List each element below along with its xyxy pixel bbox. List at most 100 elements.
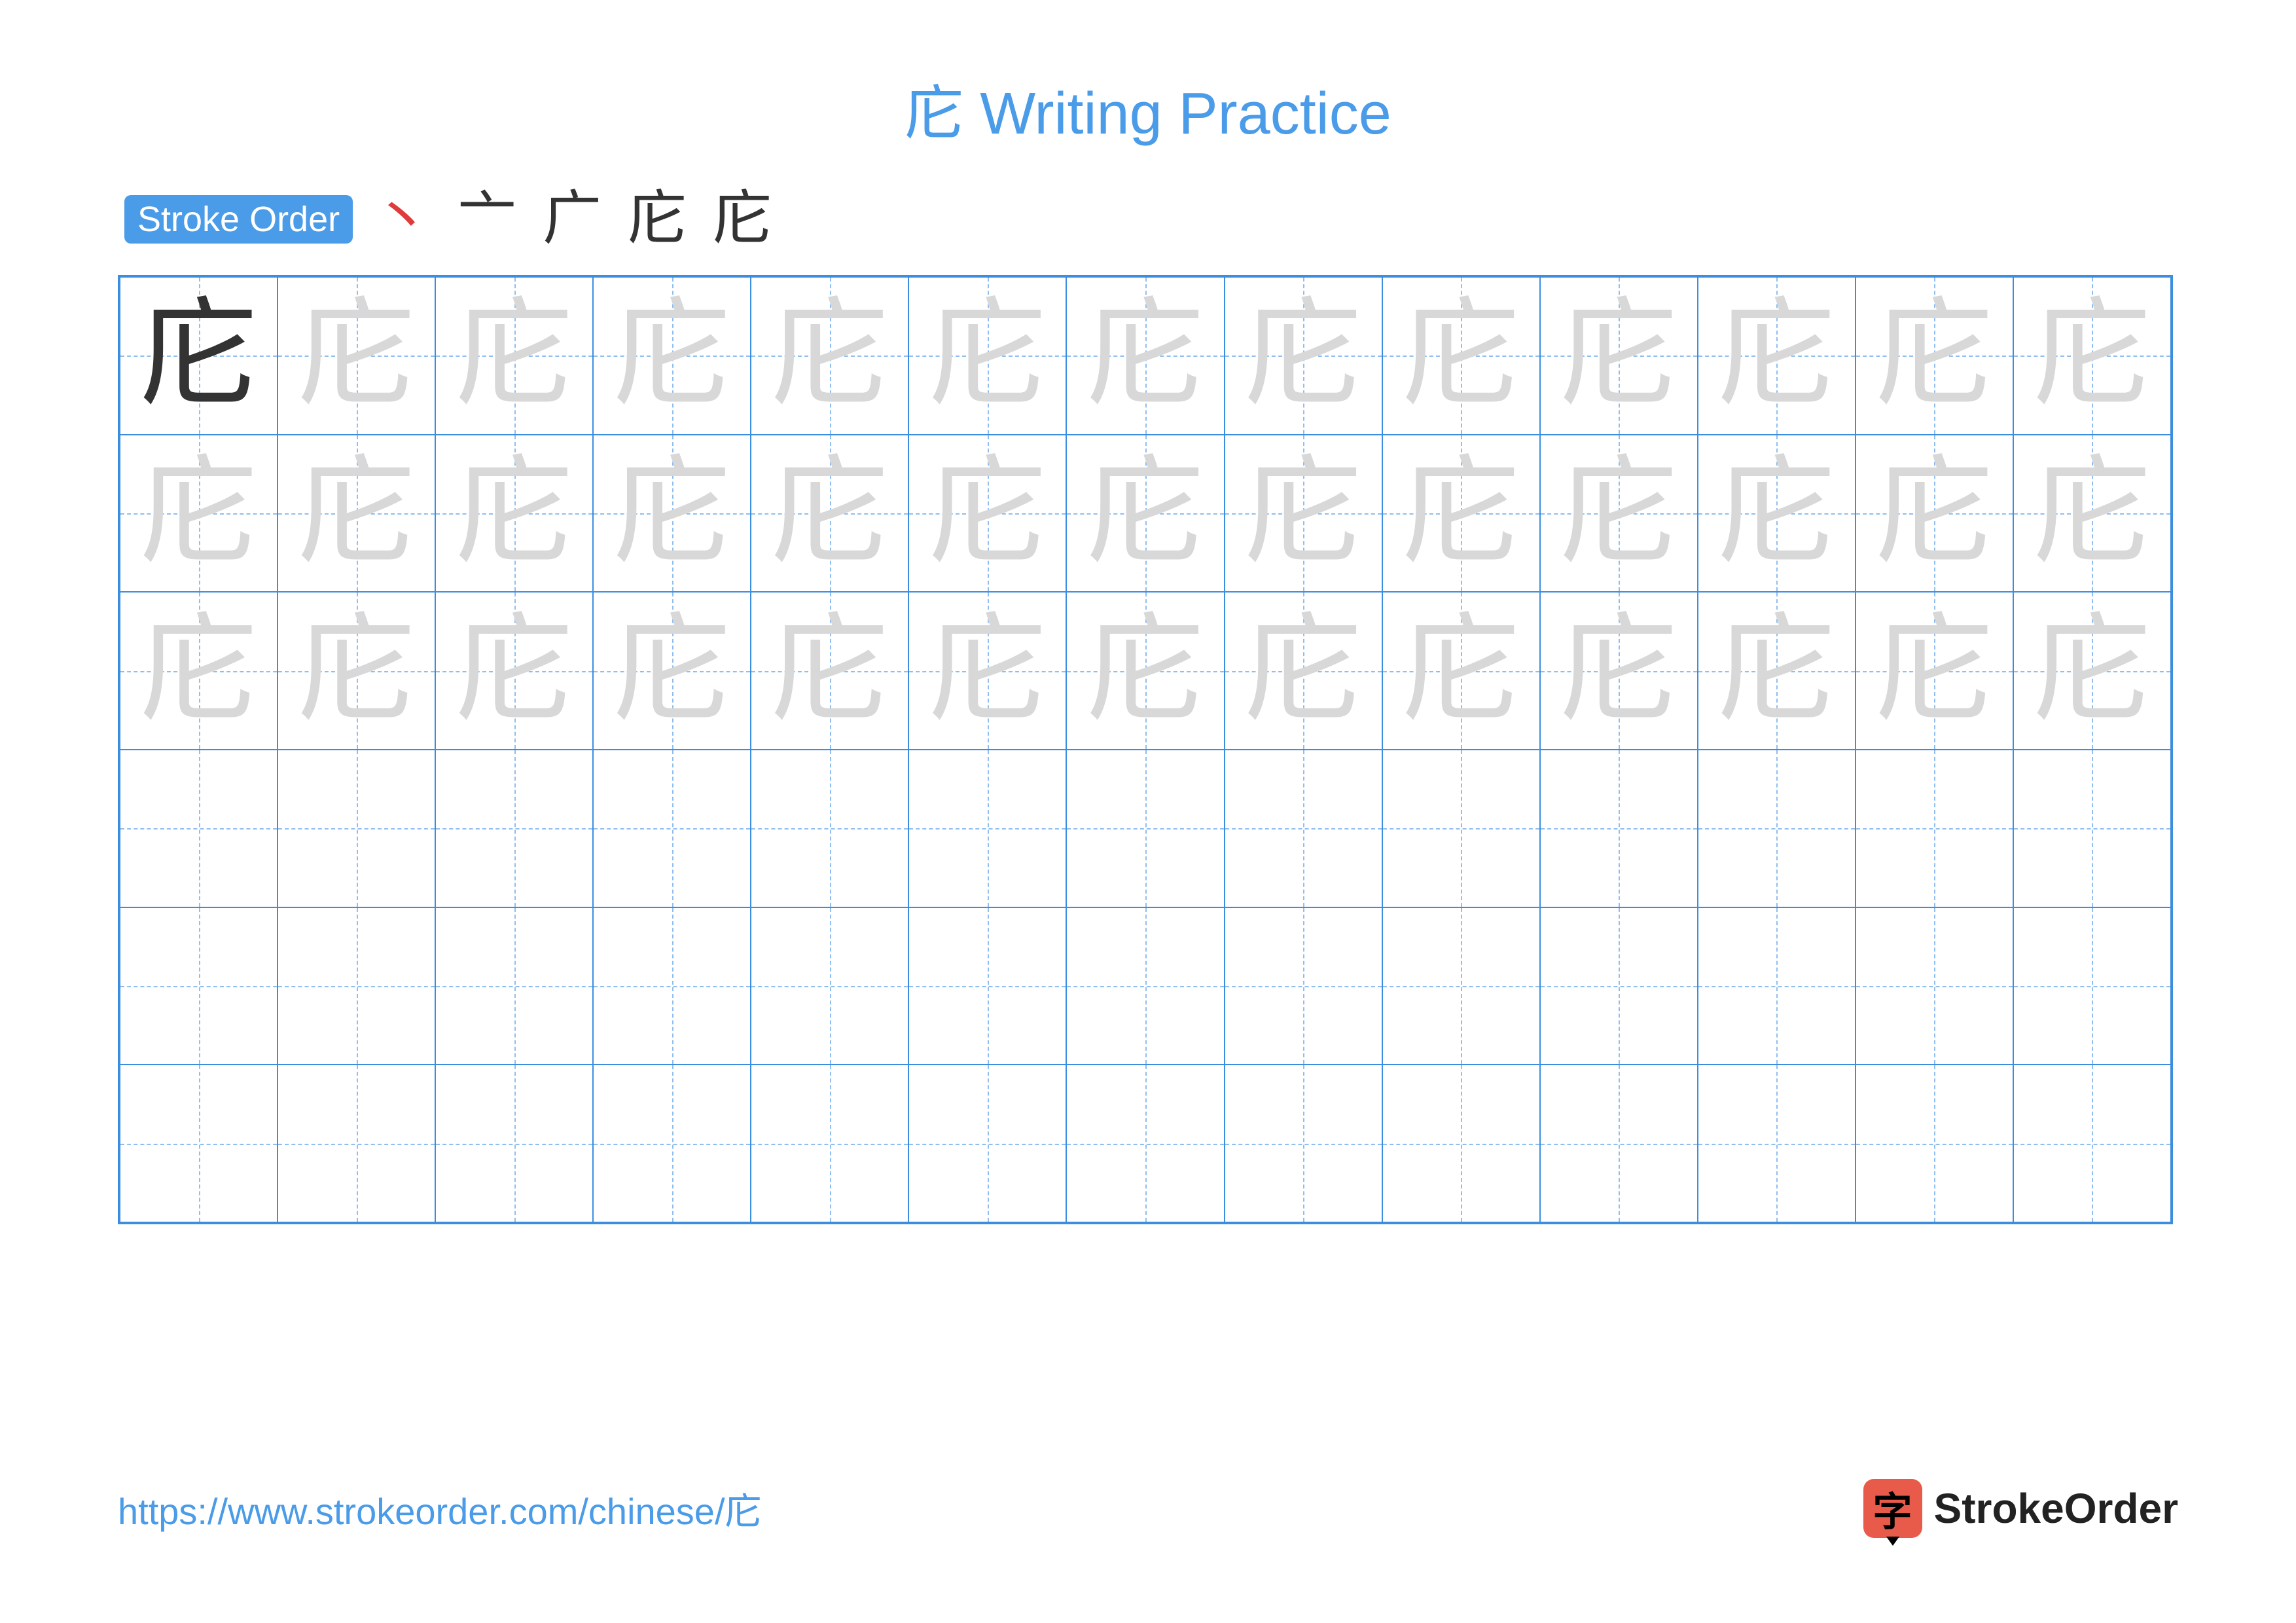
grid-cell: 庀 bbox=[435, 277, 593, 435]
stroke-step-5: 庀 bbox=[713, 190, 772, 249]
trace-character: 庀 bbox=[1086, 297, 1204, 414]
trace-character: 庀 bbox=[771, 454, 889, 572]
page-title: 庀 Writing Practice bbox=[118, 65, 2178, 151]
trace-character: 庀 bbox=[929, 454, 1047, 572]
trace-character: 庀 bbox=[929, 612, 1047, 730]
grid-cell bbox=[1540, 907, 1698, 1065]
logo-text: StrokeOrder bbox=[1934, 1484, 2178, 1533]
trace-character: 庀 bbox=[1875, 454, 1993, 572]
trace-character: 庀 bbox=[771, 612, 889, 730]
grid-cell bbox=[2013, 1065, 2171, 1222]
grid-cell bbox=[1856, 750, 2013, 907]
grid-cell: 庀 bbox=[120, 435, 278, 593]
grid-cell: 庀 bbox=[278, 277, 435, 435]
stroke-step-2: 亠 bbox=[457, 190, 516, 249]
grid-cell: 庀 bbox=[1698, 592, 1856, 750]
stroke-step-4: 庀 bbox=[628, 190, 687, 249]
grid-cell bbox=[435, 1065, 593, 1222]
trace-character: 庀 bbox=[298, 612, 416, 730]
grid-cell: 庀 bbox=[2013, 592, 2171, 750]
grid-cell: 庀 bbox=[1698, 277, 1856, 435]
trace-character: 庀 bbox=[1244, 454, 1362, 572]
grid-cell: 庀 bbox=[751, 435, 908, 593]
grid-cell bbox=[1066, 750, 1224, 907]
grid-cell bbox=[120, 750, 278, 907]
grid-cell bbox=[1698, 1065, 1856, 1222]
grid-cell bbox=[1540, 1065, 1698, 1222]
grid-cell bbox=[278, 1065, 435, 1222]
trace-character: 庀 bbox=[1875, 612, 1993, 730]
grid-cell bbox=[278, 907, 435, 1065]
trace-character: 庀 bbox=[1875, 297, 1993, 414]
main-character: 庀 bbox=[140, 297, 258, 414]
grid-cell bbox=[1382, 750, 1540, 907]
trace-character: 庀 bbox=[1560, 454, 1677, 572]
grid-cell: 庀 bbox=[120, 592, 278, 750]
trace-character: 庀 bbox=[613, 612, 731, 730]
grid-cell bbox=[1382, 1065, 1540, 1222]
trace-character: 庀 bbox=[613, 297, 731, 414]
trace-character: 庀 bbox=[2033, 454, 2151, 572]
grid-cell bbox=[120, 1065, 278, 1222]
trace-character: 庀 bbox=[456, 612, 573, 730]
grid-cell: 庀 bbox=[751, 277, 908, 435]
grid-cell: 庀 bbox=[1382, 277, 1540, 435]
trace-character: 庀 bbox=[140, 612, 258, 730]
trace-character: 庀 bbox=[1717, 297, 1835, 414]
grid-cell bbox=[1540, 750, 1698, 907]
logo-icon: 字 bbox=[1863, 1479, 1922, 1538]
stroke-order-label: Stroke Order bbox=[124, 195, 353, 244]
grid-cell bbox=[1225, 750, 1382, 907]
grid-cell: 庀 bbox=[908, 592, 1066, 750]
grid-cell bbox=[1856, 1065, 2013, 1222]
trace-character: 庀 bbox=[456, 454, 573, 572]
grid-cell bbox=[120, 907, 278, 1065]
trace-character: 庀 bbox=[140, 454, 258, 572]
grid-cell: 庀 bbox=[1382, 435, 1540, 593]
grid-cell: 庀 bbox=[435, 592, 593, 750]
grid-cell: 庀 bbox=[120, 277, 278, 435]
trace-character: 庀 bbox=[2033, 612, 2151, 730]
grid-cell: 庀 bbox=[593, 277, 751, 435]
grid-cell bbox=[593, 750, 751, 907]
trace-character: 庀 bbox=[1402, 297, 1520, 414]
grid-cell: 庀 bbox=[278, 592, 435, 750]
grid-cell: 庀 bbox=[1856, 435, 2013, 593]
stroke-order-section: Stroke Order 丶 亠 广 庀 庀 bbox=[118, 190, 2178, 249]
grid-cell bbox=[593, 907, 751, 1065]
grid-cell bbox=[1225, 1065, 1382, 1222]
grid-cell bbox=[1698, 750, 1856, 907]
grid-cell: 庀 bbox=[751, 592, 908, 750]
grid-cell: 庀 bbox=[1540, 435, 1698, 593]
grid-cell: 庀 bbox=[278, 435, 435, 593]
grid-cell bbox=[751, 750, 908, 907]
grid-cell: 庀 bbox=[1066, 435, 1224, 593]
grid-cell: 庀 bbox=[1066, 592, 1224, 750]
trace-character: 庀 bbox=[1402, 454, 1520, 572]
trace-character: 庀 bbox=[613, 454, 731, 572]
grid-cell bbox=[2013, 750, 2171, 907]
logo: 字 StrokeOrder bbox=[1863, 1479, 2178, 1538]
grid-cell: 庀 bbox=[1382, 592, 1540, 750]
practice-grid: 庀庀庀庀庀庀庀庀庀庀庀庀庀庀庀庀庀庀庀庀庀庀庀庀庀庀庀庀庀庀庀庀庀庀庀庀庀庀庀 bbox=[118, 275, 2173, 1224]
stroke-step-3: 广 bbox=[543, 190, 601, 249]
grid-cell bbox=[1382, 907, 1540, 1065]
grid-cell: 庀 bbox=[1225, 277, 1382, 435]
grid-cell: 庀 bbox=[908, 277, 1066, 435]
grid-cell bbox=[593, 1065, 751, 1222]
grid-cell bbox=[751, 1065, 908, 1222]
grid-cell bbox=[278, 750, 435, 907]
grid-cell: 庀 bbox=[1066, 277, 1224, 435]
trace-character: 庀 bbox=[1717, 454, 1835, 572]
trace-character: 庀 bbox=[1560, 612, 1677, 730]
trace-character: 庀 bbox=[1244, 612, 1362, 730]
stroke-step-1: 丶 bbox=[372, 190, 431, 249]
trace-character: 庀 bbox=[298, 454, 416, 572]
trace-character: 庀 bbox=[1244, 297, 1362, 414]
grid-cell: 庀 bbox=[908, 435, 1066, 593]
grid-cell bbox=[1856, 907, 2013, 1065]
grid-cell bbox=[1066, 907, 1224, 1065]
grid-cell bbox=[751, 907, 908, 1065]
stroke-steps: 丶 亠 广 庀 庀 bbox=[372, 190, 772, 249]
grid-cell: 庀 bbox=[1540, 277, 1698, 435]
